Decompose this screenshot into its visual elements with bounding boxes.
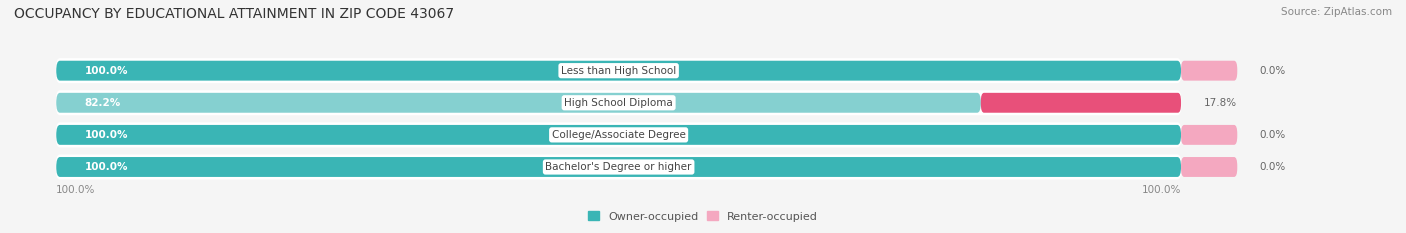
Text: High School Diploma: High School Diploma xyxy=(564,98,673,108)
FancyBboxPatch shape xyxy=(1181,125,1237,145)
FancyBboxPatch shape xyxy=(56,122,1181,147)
FancyBboxPatch shape xyxy=(981,93,1181,113)
Text: OCCUPANCY BY EDUCATIONAL ATTAINMENT IN ZIP CODE 43067: OCCUPANCY BY EDUCATIONAL ATTAINMENT IN Z… xyxy=(14,7,454,21)
Text: 100.0%: 100.0% xyxy=(84,162,128,172)
FancyBboxPatch shape xyxy=(56,61,1181,81)
FancyBboxPatch shape xyxy=(56,90,1181,115)
Text: 82.2%: 82.2% xyxy=(84,98,121,108)
Text: 100.0%: 100.0% xyxy=(1142,185,1181,195)
Text: Less than High School: Less than High School xyxy=(561,66,676,76)
Text: 0.0%: 0.0% xyxy=(1260,162,1286,172)
Text: 0.0%: 0.0% xyxy=(1260,130,1286,140)
Text: Bachelor's Degree or higher: Bachelor's Degree or higher xyxy=(546,162,692,172)
FancyBboxPatch shape xyxy=(56,125,1181,145)
FancyBboxPatch shape xyxy=(56,93,981,113)
FancyBboxPatch shape xyxy=(56,154,1181,179)
FancyBboxPatch shape xyxy=(1181,61,1237,81)
Text: College/Associate Degree: College/Associate Degree xyxy=(551,130,686,140)
FancyBboxPatch shape xyxy=(56,157,1181,177)
FancyBboxPatch shape xyxy=(1181,157,1237,177)
Text: 17.8%: 17.8% xyxy=(1204,98,1237,108)
Text: 100.0%: 100.0% xyxy=(84,130,128,140)
FancyBboxPatch shape xyxy=(56,58,1181,83)
Legend: Owner-occupied, Renter-occupied: Owner-occupied, Renter-occupied xyxy=(583,207,823,226)
Text: Source: ZipAtlas.com: Source: ZipAtlas.com xyxy=(1281,7,1392,17)
Text: 100.0%: 100.0% xyxy=(84,66,128,76)
Text: 100.0%: 100.0% xyxy=(56,185,96,195)
Text: 0.0%: 0.0% xyxy=(1260,66,1286,76)
